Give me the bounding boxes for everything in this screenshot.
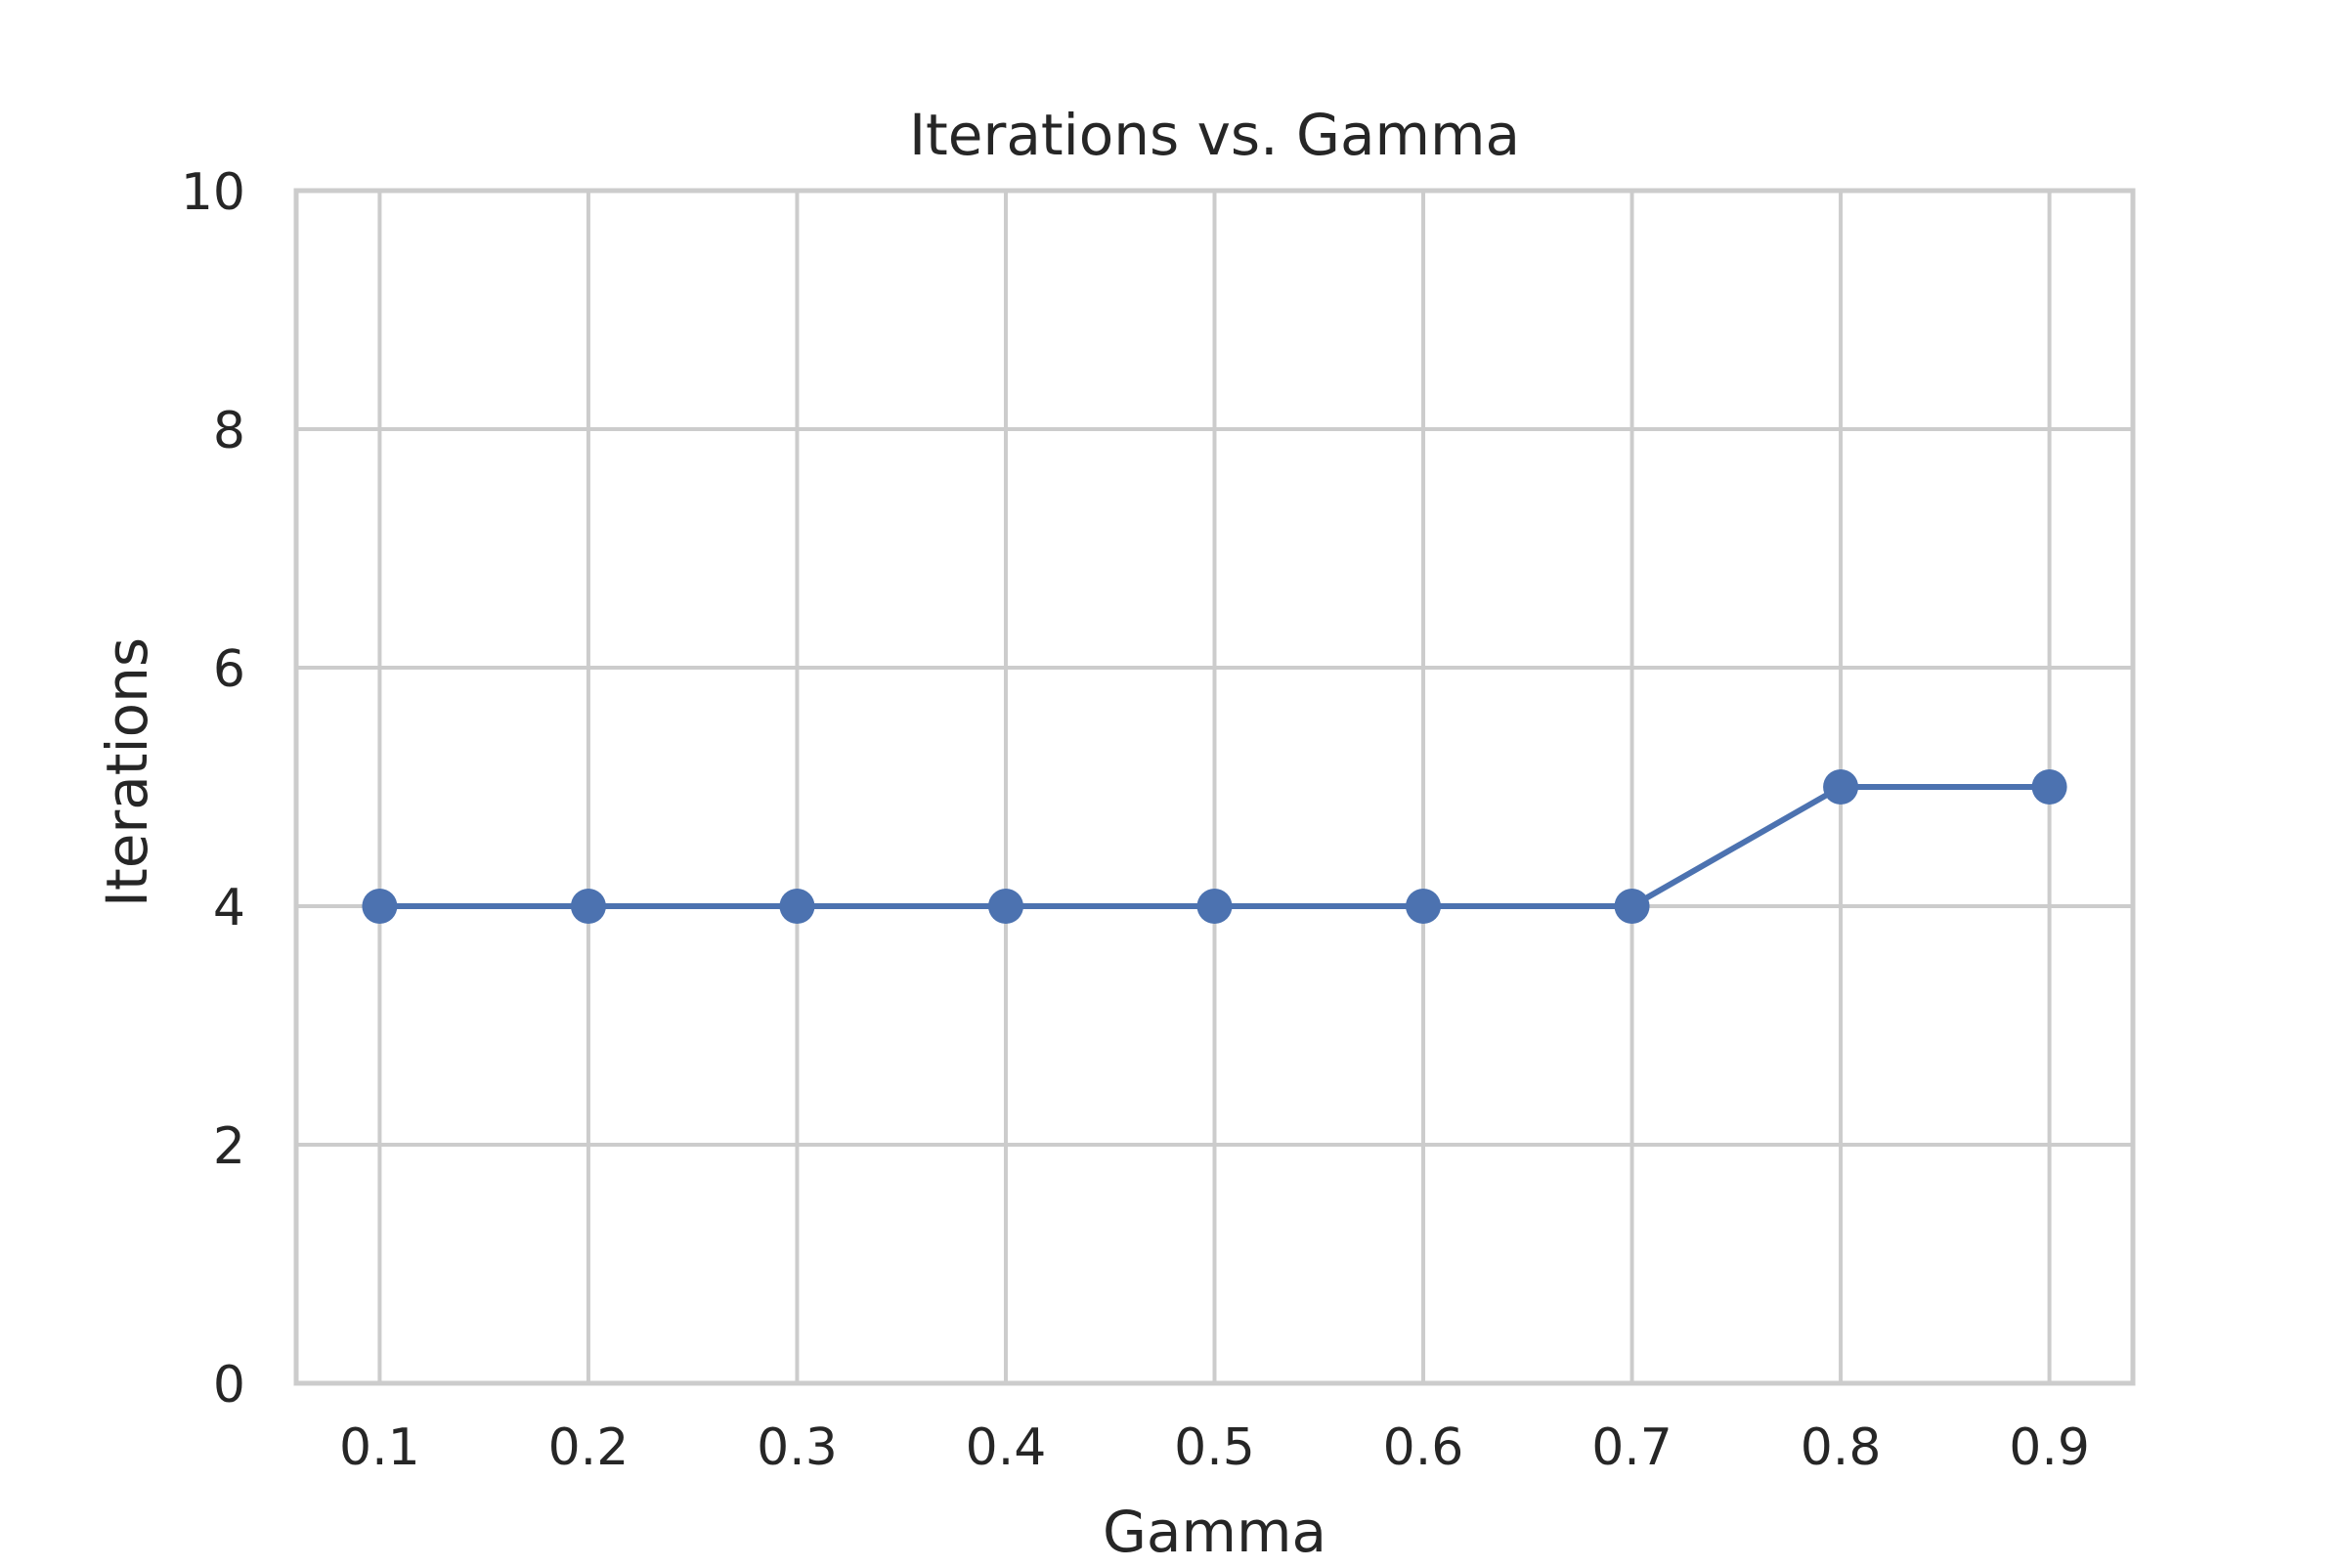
x-axis-ticks: 0.1 0.2 0.3 0.4 0.5 0.6 0.7 0.8 0.9 [339, 1418, 2090, 1477]
plot-frame [293, 188, 2136, 1386]
x-axis-label: Gamma [1103, 1499, 1326, 1564]
y-tick-label: 6 [213, 640, 245, 699]
series-layer [362, 769, 2067, 924]
y-tick-label: 10 [181, 163, 245, 222]
data-point [570, 889, 606, 924]
y-axis-ticks: 0 2 4 6 8 10 [181, 163, 245, 1415]
x-tick-label: 0.8 [1801, 1418, 1882, 1477]
x-tick-label: 0.6 [1383, 1418, 1464, 1477]
y-axis-label: Iterations [94, 637, 160, 907]
x-tick-label: 0.7 [1591, 1418, 1673, 1477]
data-point [779, 889, 815, 924]
data-point [1406, 889, 1442, 924]
chart-title: Iterations vs. Gamma [909, 102, 1520, 168]
data-point [1614, 889, 1650, 924]
y-tick-label: 8 [213, 402, 245, 460]
x-tick-label: 0.9 [2009, 1418, 2090, 1477]
x-tick-label: 0.5 [1174, 1418, 1255, 1477]
y-tick-label: 4 [213, 879, 245, 937]
x-tick-label: 0.4 [966, 1418, 1047, 1477]
x-tick-label: 0.3 [757, 1418, 838, 1477]
data-point [362, 889, 398, 924]
x-tick-label: 0.1 [339, 1418, 420, 1477]
data-point [1823, 769, 1859, 805]
data-point [1196, 889, 1233, 924]
data-point [2031, 769, 2067, 805]
y-tick-label: 0 [213, 1356, 245, 1415]
data-point [987, 889, 1023, 924]
y-tick-label: 2 [213, 1117, 245, 1176]
x-tick-label: 0.2 [548, 1418, 630, 1477]
